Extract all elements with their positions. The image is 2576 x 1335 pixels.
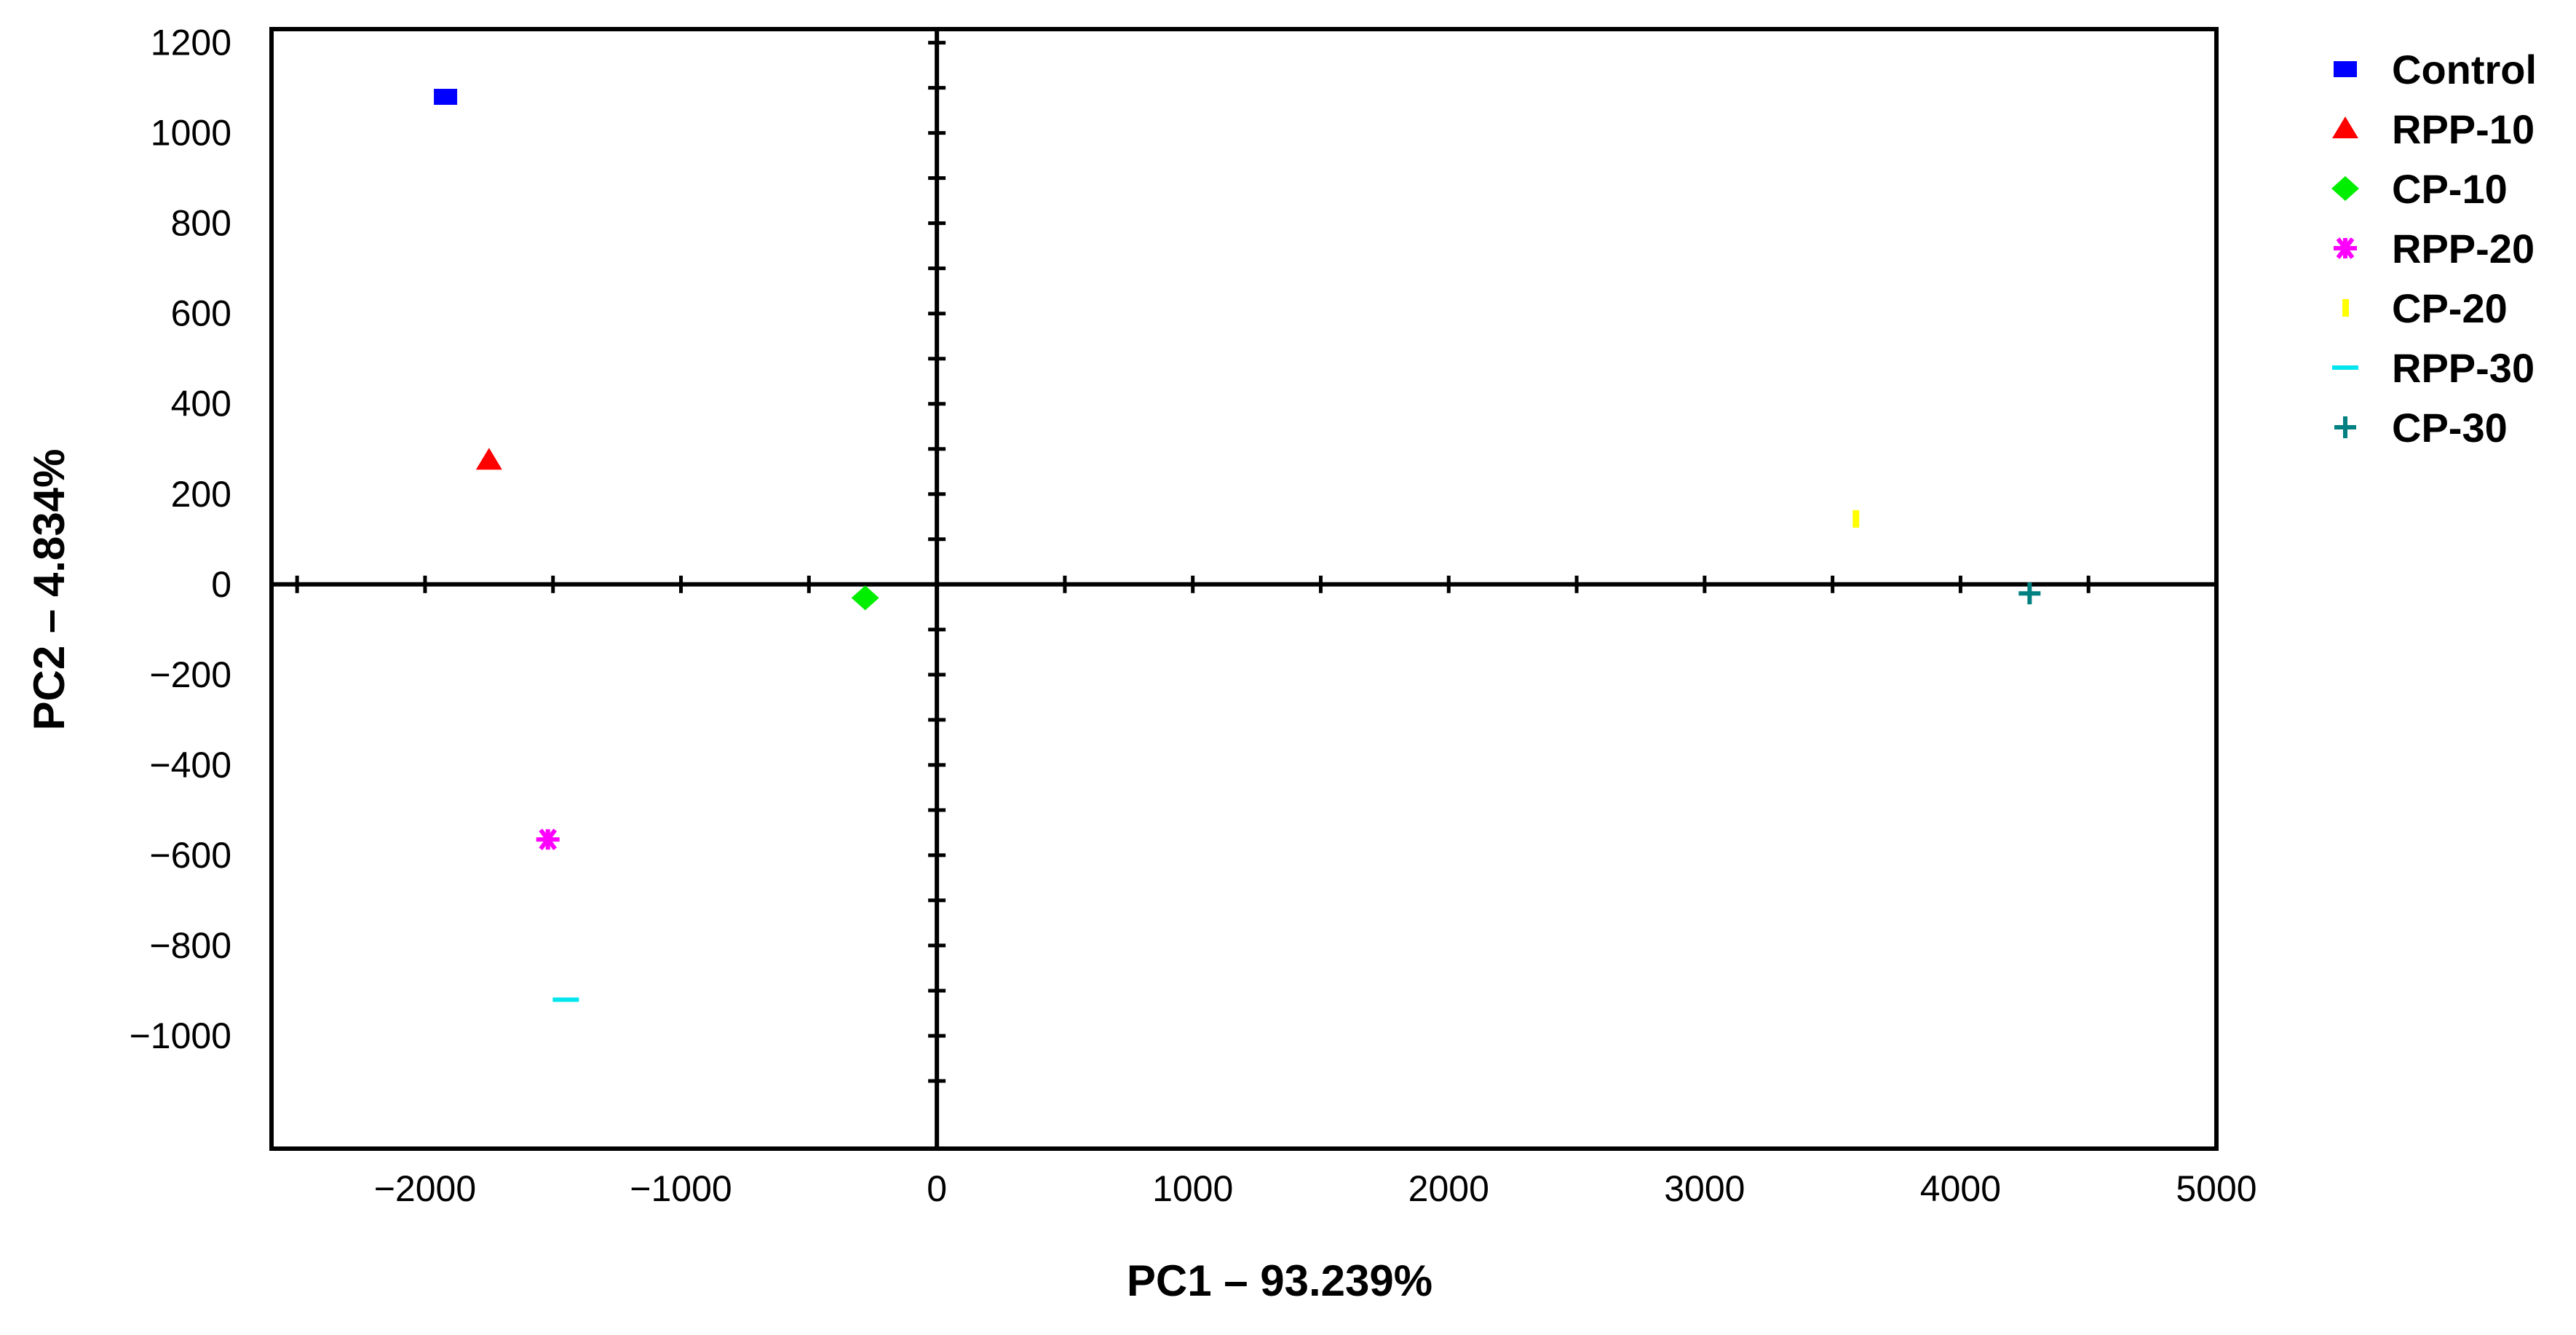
data-points [434,89,2041,1002]
y-tick-label: 200 [171,474,231,515]
legend-marker [2342,299,2349,317]
y-tick-label: 1200 [151,23,231,63]
data-point-cp-10-shape [851,585,879,611]
legend-item: CP-30 [2334,405,2508,451]
legend-label: CP-10 [2392,166,2508,212]
data-point-cp-10 [851,585,879,611]
x-tick-label: 4000 [1920,1168,2001,1209]
x-tick-label: 1000 [1152,1168,1233,1209]
legend-marker [2331,176,2359,201]
y-tick-label: −600 [149,835,231,876]
x-tick-label: 5000 [2176,1168,2256,1209]
data-point-rpp-30 [552,997,579,1002]
x-tick-label: −2000 [374,1168,476,1209]
y-tick-label: −1000 [130,1015,231,1056]
x-axis-title: PC1 – 93.239% [1127,1256,1432,1305]
data-point-control-shape [434,89,458,106]
y-tick-label: −400 [149,745,231,785]
y-tick-label: 400 [171,384,231,424]
legend-label: CP-20 [2392,285,2508,331]
legend-item: RPP-30 [2332,345,2535,391]
legend-marker [2332,116,2358,138]
legend-item: Control [2334,47,2537,92]
data-point-control [434,89,458,106]
legend-marker [2332,365,2358,370]
y-tick-label: 1000 [151,113,231,154]
y-tick-label: −200 [149,654,231,695]
legend: Control RPP-10 CP-10 RPP-20 CP-20 RPP-30 CP-30 [2331,47,2537,451]
legend-marker-shape [2334,61,2357,77]
legend-item: CP-20 [2342,285,2508,331]
legend-marker [2334,416,2356,438]
data-point-cp-20-shape [1852,510,1860,528]
y-axis-title: PC2 – 4.834% [25,449,74,731]
legend-label: RPP-10 [2392,106,2535,152]
legend-label: RPP-20 [2392,226,2535,272]
y-tick-label: −800 [149,925,231,966]
data-point-rpp-10 [475,448,502,470]
legend-marker-shape [2332,365,2358,370]
legend-marker-shape [2331,176,2359,201]
data-point-rpp-30-shape [552,997,579,1002]
legend-marker-shape [2342,299,2349,317]
legend-label: CP-30 [2392,405,2508,451]
legend-item: RPP-20 [2334,226,2535,272]
legend-marker-shape [2332,116,2358,138]
y-tick-label: 0 [211,564,231,605]
y-tick-label: 600 [171,293,231,334]
data-point-cp-20 [1852,510,1860,528]
data-point-rpp-10-shape [475,448,502,470]
axes-layer [272,29,2216,1149]
x-tick-label: −1000 [630,1168,732,1209]
x-tick-label: 2000 [1408,1168,1489,1209]
legend-label: RPP-30 [2392,345,2535,391]
plot-frame [269,27,2219,1151]
x-tick-label: 3000 [1664,1168,1745,1209]
y-tick-label: 800 [171,203,231,244]
legend-item: CP-10 [2331,166,2508,212]
legend-marker [2334,237,2357,259]
legend-item: RPP-10 [2332,106,2535,152]
data-point-cp-30 [2018,582,2041,605]
legend-label: Control [2392,47,2537,92]
x-tick-label: 0 [927,1168,947,1209]
tick-labels: −2000 −1000 0 1000 2000 3000 4000 5000120010008… [130,23,2257,1209]
data-point-rpp-20 [536,828,560,851]
legend-marker [2334,61,2357,77]
